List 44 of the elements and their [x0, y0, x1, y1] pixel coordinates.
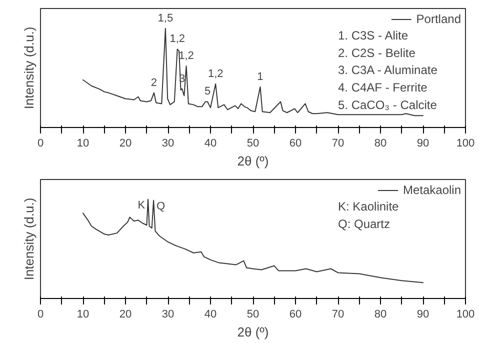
- annotation: Q: [156, 200, 166, 212]
- x-tick-label: 40: [204, 308, 217, 320]
- annotation: 1,2: [208, 68, 224, 80]
- annotation: 1,2: [178, 50, 194, 62]
- x-tick-label: 70: [332, 138, 344, 150]
- x-tick-label: 100: [456, 138, 475, 150]
- x-tick-label: 20: [119, 308, 132, 320]
- x-tick-label: 60: [289, 308, 302, 320]
- x-tick-label: 80: [374, 308, 387, 320]
- x-tick-label: 20: [119, 138, 132, 150]
- x-tick-label: 60: [289, 138, 302, 150]
- annotation: 1. C3S - Alite: [338, 28, 408, 43]
- y-axis-title: Intensity (d.u.): [22, 26, 36, 110]
- annotation: 5. CaCO₃ - Calcite: [338, 98, 438, 112]
- annotation: 4. C4AF - Ferrite: [338, 80, 428, 94]
- legend-label: Metakaolin: [402, 183, 461, 197]
- legend-label: Portland: [416, 12, 461, 26]
- annotation: 5: [204, 86, 211, 98]
- x-tick-label: 100: [456, 308, 475, 320]
- annotation: Q: Quartz: [338, 216, 390, 231]
- annotation: 1,2: [170, 33, 185, 46]
- x-tick-label: 30: [162, 308, 174, 320]
- x-tick-label: 50: [246, 138, 260, 150]
- x-tick-label: 40: [204, 138, 217, 150]
- x-axis-title: 2θ (º): [237, 324, 269, 340]
- x-tick-label: 50: [246, 308, 260, 320]
- x-tick-label: 10: [76, 308, 90, 320]
- annotation: 1,5: [158, 12, 174, 24]
- x-tick-label: 0: [37, 308, 44, 320]
- annotation: K: [138, 199, 146, 212]
- annotation: 1: [257, 70, 264, 83]
- x-tick-label: 90: [416, 138, 430, 150]
- x-tick-label: 10: [76, 138, 90, 150]
- x-tick-label: 0: [37, 138, 44, 150]
- y-axis-title: Intensity (d.u.): [22, 198, 36, 280]
- x-axis-title: 2θ (º): [237, 154, 269, 168]
- annotation: K: Kaolinite: [338, 200, 400, 214]
- x-tick-label: 70: [332, 308, 344, 320]
- x-tick-label: 30: [162, 138, 174, 150]
- annotation: 3. C3A - Aluminate: [338, 63, 438, 78]
- x-tick-label: 90: [416, 308, 430, 320]
- annotation: 2. C2S - Belite: [338, 46, 416, 60]
- x-tick-label: 80: [374, 138, 387, 150]
- annotation: 2: [150, 76, 158, 89]
